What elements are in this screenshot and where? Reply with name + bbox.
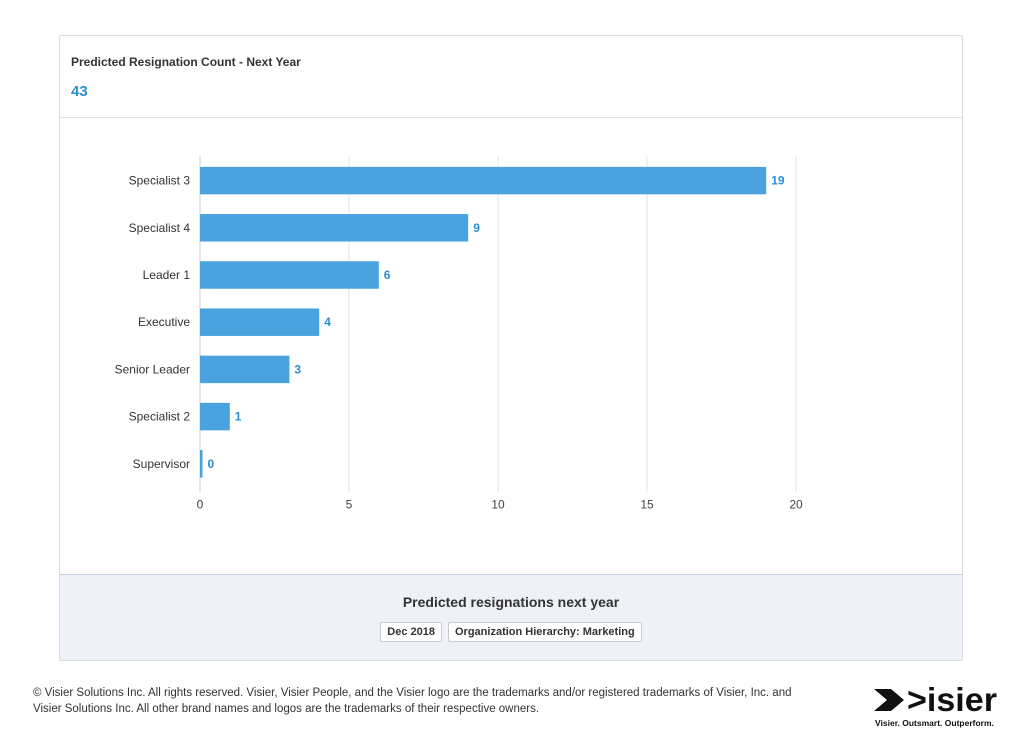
bar[interactable] <box>200 308 320 336</box>
chart-card: Predicted Resignation Count - Next Year … <box>59 35 963 661</box>
bar-value-label: 6 <box>384 268 391 282</box>
bar-value-label: 3 <box>294 362 301 376</box>
bar[interactable] <box>200 214 469 242</box>
logo-mark-icon: >isier <box>874 684 997 716</box>
copyright-notice: © Visier Solutions Inc. All rights reser… <box>33 685 853 717</box>
brand-tagline: Visier. Outsmart. Outperform. <box>875 718 994 728</box>
copyright-line-2: Visier Solutions Inc. All other brand na… <box>33 703 540 715</box>
logo-wordmark: >isier <box>907 684 997 716</box>
bar-value-label: 19 <box>771 174 785 188</box>
filter-chip-organization[interactable]: Organization Hierarchy: Marketing <box>448 622 642 642</box>
x-tick-label: 15 <box>640 497 654 511</box>
copyright-line-1: © Visier Solutions Inc. All rights reser… <box>33 687 792 699</box>
category-label: Specialist 3 <box>129 174 191 188</box>
category-label: Specialist 2 <box>129 410 191 424</box>
metric-value[interactable]: 43 <box>71 83 88 100</box>
category-label: Leader 1 <box>143 268 191 282</box>
category-label: Specialist 4 <box>129 221 191 235</box>
bar-value-label: 0 <box>208 457 215 471</box>
chart-area: 0 5 10 15 20 Specialist 3 19 Specialist 4 9 Leade… <box>60 118 962 578</box>
bar[interactable] <box>200 355 290 384</box>
bar[interactable] <box>200 402 230 431</box>
bar-value-label: 4 <box>324 315 331 329</box>
category-label: Executive <box>138 315 190 329</box>
filter-chips: Dec 2018 Organization Hierarchy: Marketi… <box>60 622 962 642</box>
visier-logo: >isier Visier. Outsmart. Outperform. <box>872 684 1002 728</box>
x-tick-label: 20 <box>789 497 803 511</box>
bar[interactable] <box>200 261 379 289</box>
bar[interactable] <box>200 450 203 478</box>
metric-label: Predicted Resignation Count - Next Year <box>71 55 301 69</box>
metric-header: Predicted Resignation Count - Next Year … <box>60 36 962 118</box>
x-tick-label: 10 <box>491 497 505 511</box>
chart-footer: Predicted resignations next year Dec 201… <box>60 574 962 660</box>
bar-value-label: 9 <box>473 221 480 235</box>
filter-chip-period[interactable]: Dec 2018 <box>380 622 442 642</box>
footer-title: Predicted resignations next year <box>402 594 620 610</box>
x-tick-label: 5 <box>346 497 353 511</box>
category-label: Senior Leader <box>115 362 190 376</box>
x-tick-label: 0 <box>197 497 204 511</box>
bar-value-label: 1 <box>235 410 242 424</box>
bar[interactable] <box>200 166 767 195</box>
category-label: Supervisor <box>133 457 190 471</box>
